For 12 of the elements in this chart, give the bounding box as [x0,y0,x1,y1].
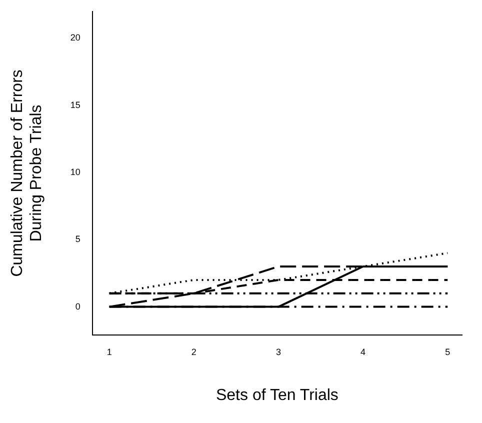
x-tick-label: 4 [360,346,366,357]
x-tick-label: 3 [276,346,281,357]
y-tick-label: 10 [70,167,80,178]
x-tick-label: 1 [106,346,112,357]
y-tick-label: 0 [75,301,80,312]
y-axis-title: Cumulative Number of Errors During Probe Trials [9,70,46,277]
x-tick-label: 5 [445,346,450,357]
y-tick-label: 20 [70,32,80,43]
y-tick-label: 15 [70,100,80,110]
x-tick-label: 2 [191,346,196,357]
y-tick-label: 5 [75,234,80,244]
x-axis-title: Sets of Ten Trials [216,386,338,404]
